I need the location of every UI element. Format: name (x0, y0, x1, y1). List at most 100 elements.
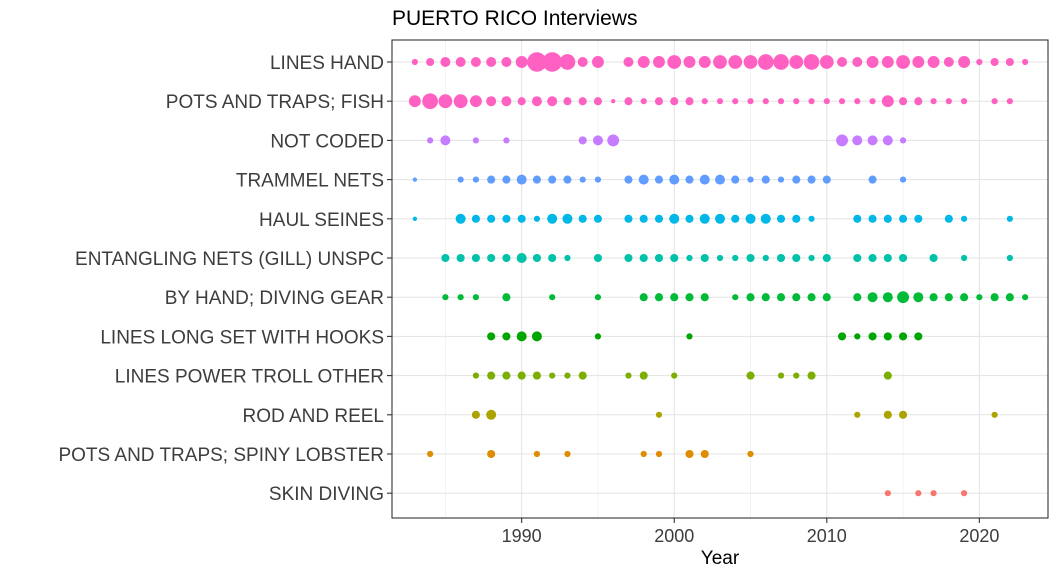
data-point (487, 332, 496, 341)
data-point (517, 371, 526, 380)
data-point (577, 57, 588, 67)
data-point (502, 253, 511, 263)
data-point (639, 293, 648, 302)
data-point (472, 294, 480, 301)
data-point (914, 214, 923, 223)
data-point (593, 214, 603, 223)
data-point (607, 134, 620, 147)
data-point (945, 98, 952, 105)
data-point (716, 254, 724, 262)
data-point (669, 174, 680, 185)
data-point (532, 371, 541, 380)
data-point (883, 371, 892, 380)
data-point (563, 97, 572, 106)
data-point (562, 213, 573, 224)
data-point (792, 175, 801, 184)
data-point (426, 57, 435, 67)
data-point (683, 56, 696, 68)
data-point (457, 294, 464, 301)
data-point (578, 371, 587, 380)
data-point (776, 293, 786, 302)
data-point (456, 253, 465, 263)
data-point (501, 57, 512, 67)
data-point (579, 176, 586, 183)
data-point (640, 450, 647, 458)
data-point (991, 98, 998, 105)
data-point (686, 254, 693, 262)
data-point (594, 294, 602, 301)
data-point (807, 293, 816, 302)
data-point (670, 253, 679, 263)
data-point (592, 56, 604, 68)
x-axis-label: Year (701, 548, 740, 569)
data-point (868, 175, 877, 184)
data-point (853, 293, 862, 302)
data-point (594, 333, 602, 340)
data-point (853, 214, 862, 223)
data-point (868, 214, 877, 223)
data-point (548, 253, 557, 263)
data-point (532, 175, 541, 184)
data-point (792, 293, 801, 302)
y-tick-label: POTS AND TRAPS; FISH (166, 92, 384, 113)
data-point (611, 99, 616, 104)
data-point (502, 332, 511, 341)
data-point (654, 175, 664, 184)
data-point (854, 411, 861, 418)
data-point (700, 253, 709, 263)
data-point (624, 253, 633, 263)
data-point (671, 372, 678, 379)
data-point (731, 175, 740, 184)
data-point (533, 215, 541, 222)
data-point (442, 294, 449, 301)
data-point (793, 372, 800, 379)
data-point (701, 98, 708, 105)
data-point (793, 98, 800, 105)
data-point (869, 98, 876, 105)
data-point (789, 55, 804, 69)
data-point (899, 332, 908, 341)
data-point (487, 449, 496, 459)
data-point (715, 213, 725, 224)
data-point (487, 214, 496, 223)
data-point (883, 332, 892, 341)
data-point (822, 253, 831, 263)
data-point (929, 253, 938, 263)
data-point (564, 372, 571, 379)
data-point (455, 213, 466, 224)
data-point (747, 450, 754, 458)
data-point (1005, 293, 1014, 302)
data-point (578, 136, 587, 145)
data-point (667, 55, 682, 69)
data-point (868, 332, 877, 341)
data-point (670, 293, 679, 302)
y-tick-label: HAUL SEINES (259, 210, 384, 231)
data-point (762, 254, 769, 262)
data-point (564, 254, 571, 262)
data-point (960, 254, 968, 262)
data-point (776, 214, 786, 223)
data-point (637, 56, 650, 68)
data-point (776, 253, 786, 263)
data-point (960, 490, 968, 497)
data-point (716, 98, 724, 105)
data-point (883, 410, 892, 419)
chart-title: PUERTO RICO Interviews (392, 7, 637, 30)
data-point (943, 57, 954, 67)
data-point (837, 57, 848, 67)
data-point (547, 96, 558, 107)
data-point (777, 176, 785, 183)
data-point (654, 293, 664, 302)
data-point (819, 55, 834, 69)
data-point (746, 293, 755, 302)
data-point (777, 98, 785, 105)
data-point (685, 449, 694, 459)
data-point (732, 294, 739, 301)
data-point (639, 371, 648, 380)
data-point (516, 253, 527, 263)
data-point (412, 177, 418, 182)
data-point (699, 174, 710, 185)
data-point (427, 137, 434, 144)
y-tick-label: NOT CODED (270, 131, 384, 152)
data-point (549, 294, 556, 301)
